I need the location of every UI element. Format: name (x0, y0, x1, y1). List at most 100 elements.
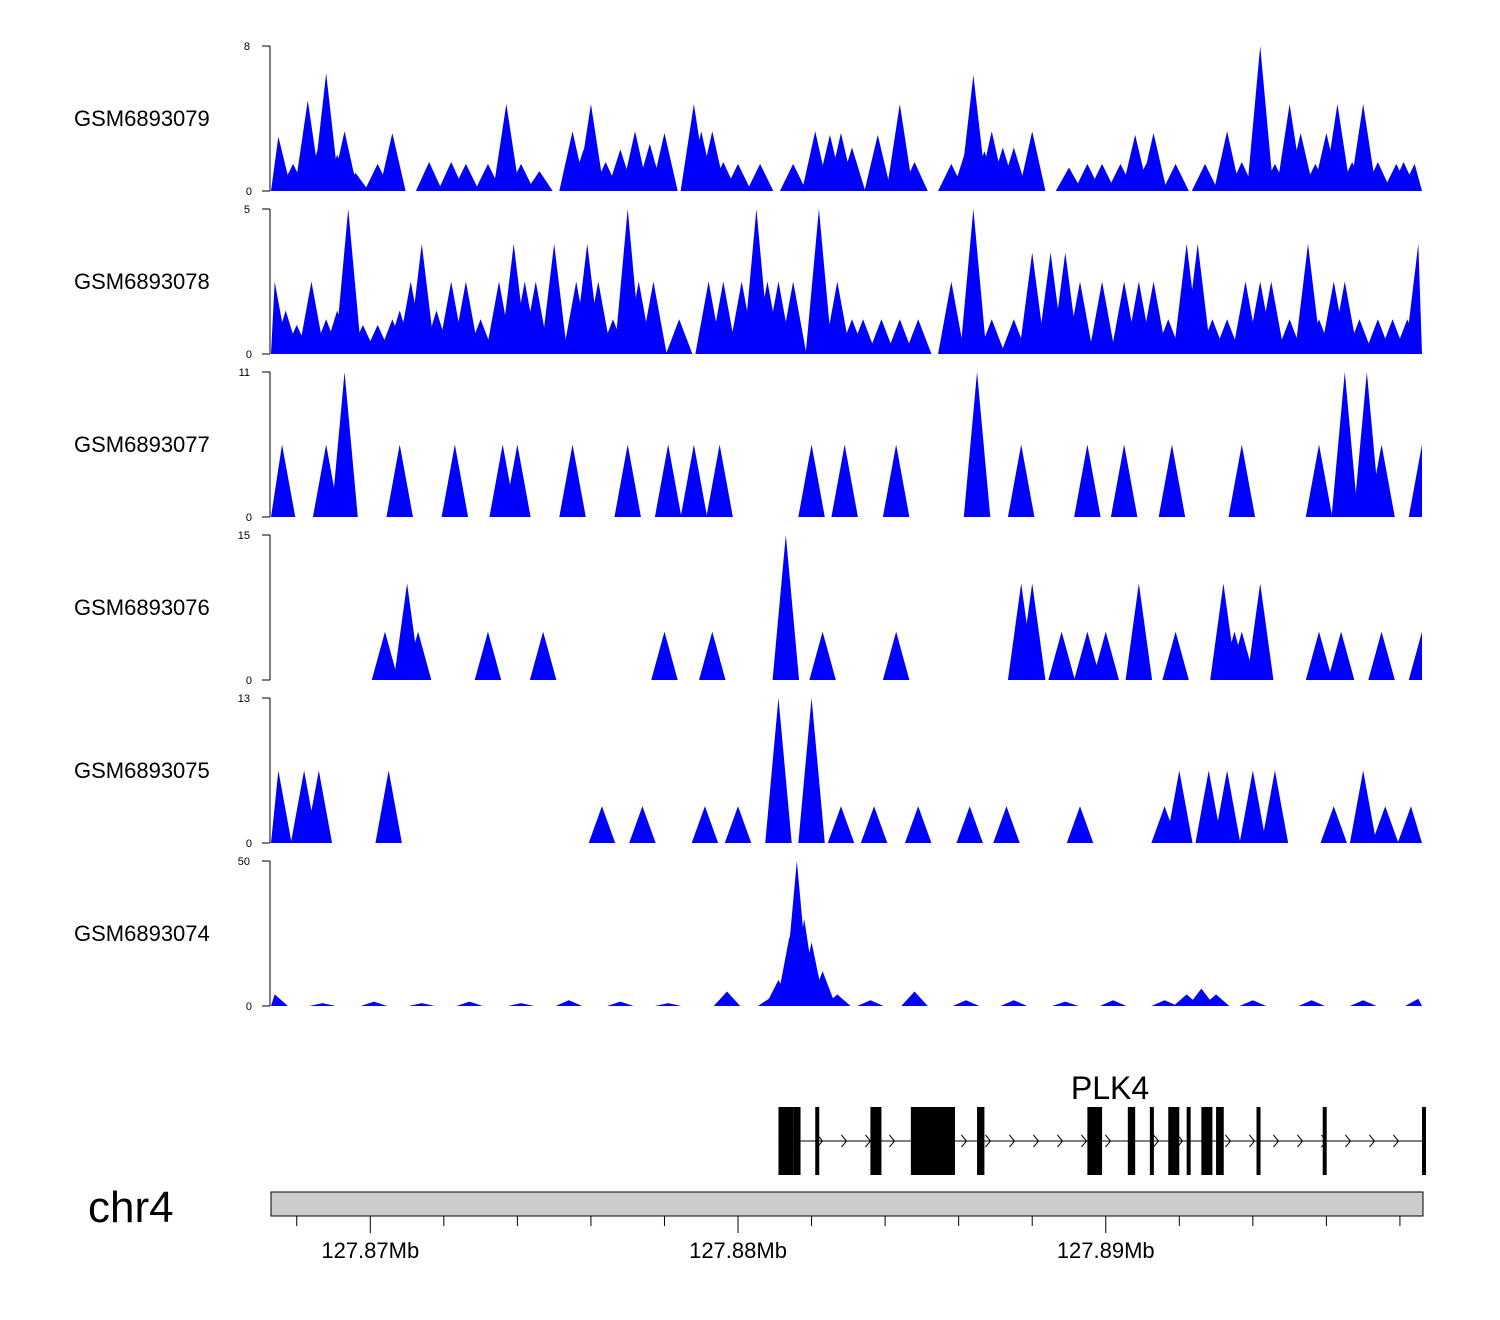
coverage-peak (809, 631, 836, 680)
coverage-peak (1401, 163, 1422, 191)
coverage-peak (706, 444, 733, 517)
gene-exon (910, 1107, 955, 1175)
strand-arrow (1105, 1134, 1112, 1148)
coverage-peak (960, 75, 987, 191)
gene-exon (793, 1107, 801, 1175)
gene-exon (1127, 1107, 1136, 1175)
strand-arrow (841, 1134, 848, 1148)
track-label: GSM6893074 (74, 921, 210, 946)
coverage-peak (1228, 631, 1256, 680)
gene-exon (977, 1107, 985, 1175)
coverage-peak (467, 319, 494, 354)
y-axis-min-label: 0 (246, 512, 252, 524)
coverage-peak (746, 163, 774, 191)
coverage-peak (493, 104, 520, 191)
coverage-peak (993, 806, 1020, 843)
coverage-peak (1125, 583, 1153, 680)
coverage-peak (1239, 1000, 1267, 1006)
coverage-peak (1327, 631, 1355, 680)
coverage-peak (857, 1000, 884, 1006)
coverage-peak (654, 444, 682, 517)
coverage-peak (1346, 319, 1373, 354)
coverage-peak (607, 1001, 634, 1006)
coverage-peak (860, 806, 888, 843)
coverage-peak (901, 991, 928, 1006)
strand-arrow (1249, 1134, 1256, 1148)
coverage-peak (1213, 131, 1241, 191)
strand-arrow (985, 1134, 992, 1148)
coverage-peak (779, 281, 807, 354)
coverage-peak (1294, 243, 1322, 354)
coverage-peak (360, 1001, 388, 1006)
coverage-peak (305, 770, 333, 843)
coverage-peak (640, 281, 667, 354)
coverage-peak (585, 281, 612, 354)
gene-exon (1216, 1107, 1221, 1175)
coverage-peak (1048, 631, 1075, 680)
y-axis-max-label: 8 (244, 41, 250, 53)
coverage-peak (577, 104, 605, 191)
strand-arrow (1393, 1134, 1400, 1148)
strand-arrow (1009, 1134, 1016, 1148)
coverage-peak (798, 698, 825, 843)
coverage-peak (507, 1003, 535, 1006)
coverage-peak (559, 444, 586, 517)
coverage-peak (1166, 770, 1193, 843)
coverage-peak (1349, 104, 1377, 191)
coverage-peak (1331, 281, 1359, 354)
y-axis-max-label: 13 (238, 693, 250, 705)
coverage-peak (1213, 770, 1241, 843)
gene-exon (1201, 1107, 1213, 1175)
coverage-peak (1305, 444, 1333, 517)
coverage-peak (886, 319, 914, 354)
gene-exon (1219, 1107, 1224, 1175)
coverage-peak (1088, 163, 1116, 191)
strand-arrow (889, 1134, 896, 1148)
coverage-peak (1349, 1000, 1377, 1006)
coverage-peak (588, 806, 616, 843)
coverage-peak (1162, 631, 1189, 680)
gene-exon (1256, 1107, 1261, 1175)
coverage-peak (555, 1000, 583, 1006)
coverage-peak (901, 162, 928, 191)
coverage-peak (386, 444, 413, 517)
coverage-peak (1298, 1000, 1325, 1006)
y-axis-max-label: 11 (239, 367, 250, 379)
coverage-peak (1349, 770, 1377, 843)
coverage-peak (1140, 281, 1167, 354)
coverage-peak (1368, 631, 1395, 680)
gene-exon (1322, 1107, 1327, 1175)
strand-arrow (1081, 1134, 1088, 1148)
gene-name: PLK4 (1071, 1070, 1149, 1106)
coverage-peak (1162, 163, 1189, 191)
coverage-peak (1000, 1000, 1028, 1006)
coverage-peak (1007, 444, 1035, 517)
coverage-peak (904, 319, 932, 354)
coverage-peak (1261, 770, 1289, 843)
y-axis-max-label: 5 (244, 204, 250, 216)
coverage-peak (1305, 631, 1333, 680)
coverage-peak (824, 281, 851, 354)
coverage-peak (713, 991, 741, 1006)
coverage-peak (849, 319, 877, 354)
coverage-peak (1092, 631, 1119, 680)
coverage-peak (1074, 444, 1101, 517)
coverage-peak (456, 1001, 483, 1006)
coverage-peak (868, 319, 895, 354)
gene-exon (1186, 1107, 1191, 1175)
coverage-peak (309, 1003, 336, 1006)
y-axis-max-label: 15 (238, 530, 250, 542)
chromosome-label: chr4 (88, 1183, 174, 1232)
coverage-peak (614, 444, 641, 517)
coverage-peak (1018, 131, 1046, 191)
y-axis-min-label: 0 (246, 675, 252, 687)
coverage-peak (1320, 806, 1347, 843)
coverage-peak (1239, 770, 1267, 843)
strand-arrow (1153, 1134, 1160, 1148)
y-axis-min-label: 0 (246, 1001, 252, 1013)
coverage-peak (724, 163, 752, 191)
coverage-peak (522, 281, 550, 354)
coverage-peak (710, 281, 737, 354)
coverage-peak (864, 134, 891, 191)
